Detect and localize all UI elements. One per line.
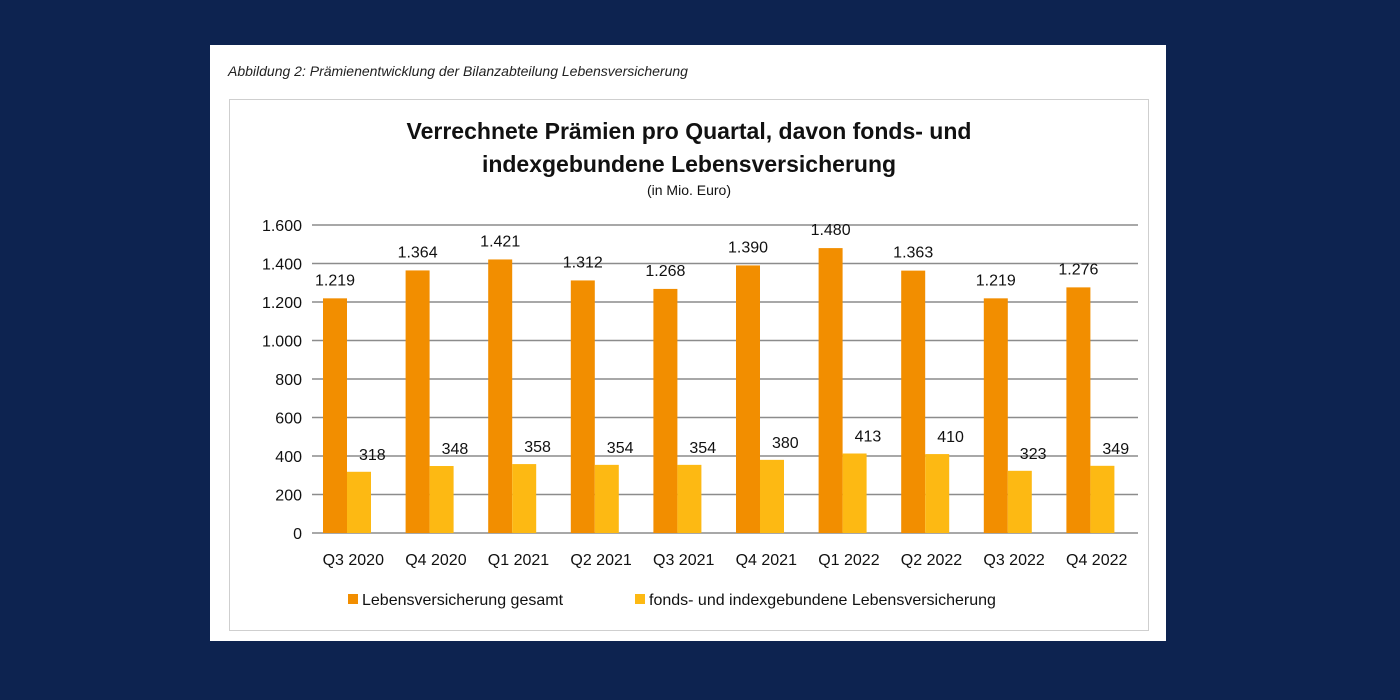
bar: [323, 298, 347, 533]
y-tick-label: 1.200: [262, 295, 302, 312]
bar: [925, 454, 950, 533]
x-tick-label: Q1 2022: [818, 552, 879, 569]
figure-caption: Abbildung 2: Prämienentwicklung der Bila…: [228, 63, 688, 79]
x-axis: Q3 2020 Q4 2020 Q1 2021 Q2 2021 Q3 2021 Q4 20…: [323, 552, 1128, 569]
data-label: 358: [524, 439, 551, 456]
data-label: 354: [689, 440, 716, 457]
bar: [405, 270, 430, 533]
data-label: 1.364: [398, 244, 438, 261]
data-label: 318: [359, 447, 386, 464]
bar: [901, 270, 926, 533]
chart-frame: Verrechnete Prämien pro Quartal, davon f…: [229, 99, 1149, 631]
data-labels: 1.219 318 1.364 348 1.421 358 1.312 354 1.268 354…: [315, 222, 1129, 464]
legend-entry: Lebensversicherung gesamt: [362, 592, 564, 609]
x-tick-label: Q4 2022: [1066, 552, 1127, 569]
data-label: 413: [855, 428, 882, 445]
bar: [736, 265, 760, 533]
data-label: 410: [937, 429, 964, 446]
bar: [1066, 287, 1091, 533]
data-label: 1.312: [563, 254, 603, 271]
y-tick-label: 800: [275, 372, 302, 389]
legend-swatch: [635, 594, 645, 604]
bar: [488, 259, 513, 533]
y-axis: 0 200 400 600 800 1.000 1.200 1.400 1.600: [262, 218, 302, 543]
data-label: 1.219: [315, 272, 355, 289]
data-label: 1.480: [811, 222, 851, 239]
y-tick-label: 1.400: [262, 257, 302, 274]
chart-title-line-1: Verrechnete Prämien pro Quartal, davon f…: [407, 118, 972, 144]
y-tick-label: 0: [293, 526, 302, 543]
legend-swatch: [348, 594, 358, 604]
bar: [842, 453, 867, 533]
bar-chart: Verrechnete Prämien pro Quartal, davon f…: [262, 118, 1138, 609]
figure-card: Abbildung 2: Prämienentwicklung der Bila…: [210, 45, 1166, 641]
data-label: 1.276: [1058, 261, 1098, 278]
y-tick-label: 1.600: [262, 218, 302, 235]
chart-title-line-2: indexgebundene Lebensversicherung: [482, 151, 896, 177]
data-label: 1.219: [976, 272, 1016, 289]
bar: [429, 466, 454, 533]
y-tick-label: 600: [275, 411, 302, 428]
bar: [983, 298, 1008, 533]
data-label: 1.268: [645, 263, 685, 280]
x-tick-label: Q4 2021: [736, 552, 797, 569]
x-tick-label: Q3 2020: [323, 552, 384, 569]
bars: [323, 248, 1115, 533]
x-tick-label: Q3 2021: [653, 552, 714, 569]
data-label: 1.390: [728, 239, 768, 256]
y-tick-label: 400: [275, 449, 302, 466]
x-tick-label: Q4 2020: [405, 552, 466, 569]
bar: [347, 471, 371, 533]
bar: [1090, 465, 1115, 533]
data-label: 1.363: [893, 245, 933, 262]
bar: [677, 464, 702, 533]
x-tick-label: Q2 2021: [570, 552, 631, 569]
y-tick-label: 200: [275, 488, 302, 505]
data-label: 349: [1102, 441, 1129, 458]
bar: [818, 248, 843, 533]
data-label: 1.421: [480, 233, 520, 250]
bar: [653, 288, 678, 533]
x-tick-label: Q2 2022: [901, 552, 962, 569]
bar: [512, 464, 537, 533]
data-label: 348: [442, 441, 469, 458]
x-tick-label: Q1 2021: [488, 552, 549, 569]
x-tick-label: Q3 2022: [983, 552, 1044, 569]
legend: Lebensversicherung gesamt fonds- und inde…: [348, 592, 996, 609]
bar: [570, 280, 595, 533]
data-label: 323: [1020, 446, 1047, 463]
bar: [760, 459, 784, 533]
bar: [1007, 470, 1032, 533]
legend-entry: fonds- und indexgebundene Lebensversiche…: [649, 592, 996, 609]
data-label: 354: [607, 440, 634, 457]
chart-subtitle: (in Mio. Euro): [647, 182, 731, 198]
y-tick-label: 1.000: [262, 334, 302, 351]
data-label: 380: [772, 435, 799, 452]
bar: [594, 464, 619, 533]
